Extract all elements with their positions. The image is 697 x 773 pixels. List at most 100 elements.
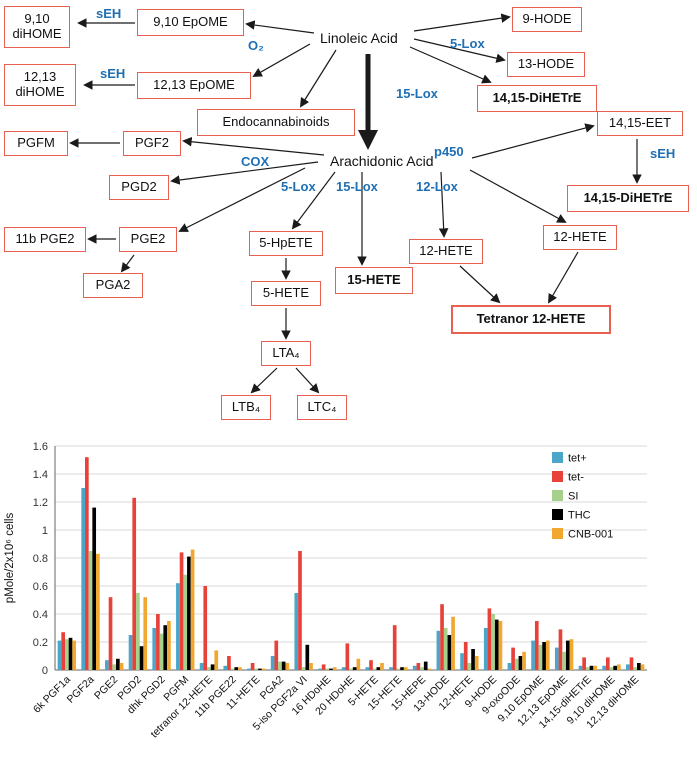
bar-tet- — [274, 640, 279, 670]
node-pge2: PGE2 — [119, 227, 177, 252]
bar-THC — [116, 658, 120, 670]
bar-SI — [88, 551, 93, 670]
bar-SI — [491, 614, 495, 670]
node-14-15-dihetre-right: 14,15-DiHETrE — [567, 185, 689, 212]
arrow — [469, 169, 567, 223]
bar-tet+ — [460, 653, 464, 670]
pathway-diagram: 9,10 diHOME 9,10 EpOME 9-HODE 13-HODE 12… — [4, 6, 689, 420]
bar-THC — [565, 640, 570, 670]
bar-tet+ — [57, 640, 62, 670]
bar-tet- — [108, 597, 113, 670]
bar-THC — [518, 656, 523, 670]
bar-THC — [163, 625, 168, 670]
arrow — [459, 265, 501, 304]
label-arachidonic-acid: Arachidonic Acid — [330, 153, 434, 169]
legend-swatch-tet+ — [552, 452, 563, 463]
bar-tet+ — [365, 667, 370, 670]
node-ltb4: LTB₄ — [221, 395, 271, 420]
node-lta4: LTA₄ — [261, 341, 311, 366]
node-tetranor-12-hete: Tetranor 12-HETE — [451, 305, 611, 334]
enzyme-seh-right: sEH — [650, 146, 676, 161]
bar-tet+ — [483, 628, 488, 670]
node-9-10-dihome: 9,10 diHOME — [4, 6, 70, 48]
bar-SI — [514, 658, 519, 670]
bar-tet+ — [436, 630, 441, 670]
bar-tet+ — [176, 583, 180, 670]
arrow — [245, 20, 315, 34]
bar-THC — [139, 646, 144, 670]
bar-tet+ — [625, 664, 630, 670]
bar-tet+ — [223, 665, 228, 670]
bar-CNB-001 — [474, 656, 479, 670]
bar-THC — [92, 507, 97, 670]
metabolite-bar-chart: 00.20.40.60.811.21.41.66k PGF1aPGF2aPGE2… — [4, 441, 647, 740]
bar-THC — [471, 649, 475, 670]
bar-THC — [210, 664, 215, 670]
bar-tet- — [605, 657, 610, 670]
bar-CNB-001 — [640, 664, 645, 670]
bar-SI — [159, 633, 164, 670]
bar-SI — [420, 667, 424, 670]
bar-SI — [562, 651, 566, 670]
node-9-hode: 9-HODE — [512, 7, 582, 32]
legend-swatch-tet- — [552, 471, 563, 482]
node-14-15-dihetre-top: 14,15-DiHETrE — [477, 85, 597, 112]
bar-tet- — [369, 660, 373, 670]
bar-chart-panel: 0 0.2 0.4 0.6 0.8 1 1.2 1.4 1.6 6k PGF1a PGF2a PGE2… — [0, 440, 697, 773]
bar-SI — [278, 661, 282, 670]
arrow — [170, 161, 319, 185]
legend-label: tet- — [568, 472, 584, 484]
bar-CNB-001 — [593, 665, 597, 670]
bar-CNB-001 — [522, 651, 526, 670]
node-5-hpete: 5-HpETE — [249, 231, 323, 256]
bar-CNB-001 — [427, 668, 432, 670]
enzyme-seh-mid: sEH — [100, 66, 126, 81]
legend-label: SI — [568, 491, 578, 503]
node-12-hete-right: 12-HETE — [543, 225, 617, 250]
bar-CNB-001 — [498, 621, 503, 670]
bar-tet+ — [578, 665, 583, 670]
arrow — [182, 136, 325, 156]
enzyme-o2: O₂ — [248, 38, 264, 53]
arrow — [295, 367, 320, 394]
bar-tet- — [511, 647, 515, 670]
node-pgf2: PGF2 — [123, 131, 181, 156]
node-11b-pge2: 11b PGE2 — [4, 227, 86, 252]
bar-SI — [538, 644, 543, 670]
y-tick-label: 0.8 — [33, 553, 48, 565]
bar-THC — [329, 668, 333, 670]
bar-tet- — [132, 497, 137, 670]
bar-tet- — [463, 642, 468, 670]
y-tick-label: 0 — [42, 665, 48, 677]
bar-tet- — [629, 657, 634, 670]
x-tick-label: PGF2a — [65, 674, 97, 706]
arrow — [413, 38, 506, 63]
bar-tet+ — [318, 668, 322, 670]
node-12-hete-mid: 12-HETE — [409, 239, 483, 264]
bar-tet- — [250, 663, 255, 670]
legend-swatch-THC — [552, 509, 563, 520]
bar-tet+ — [270, 656, 275, 670]
node-5-hete: 5-HETE — [251, 281, 321, 306]
bar-tet- — [179, 552, 184, 670]
bar-tet- — [203, 586, 208, 670]
arrow — [413, 13, 511, 32]
node-pgfm: PGFM — [4, 131, 68, 156]
bar-CNB-001 — [214, 650, 219, 670]
bar-THC — [589, 665, 594, 670]
bar-tet- — [321, 664, 326, 670]
node-endocannabinoids: Endocannabinoids — [197, 109, 355, 136]
bar-THC — [234, 667, 239, 670]
enzyme-15-lox-top: 15-Lox — [396, 86, 438, 101]
arrow — [250, 367, 278, 394]
bar-THC — [258, 668, 262, 670]
bar-SI — [633, 667, 637, 670]
bar-tet- — [298, 551, 302, 670]
bar-tet+ — [531, 640, 535, 670]
bar-SI — [372, 668, 377, 670]
bar-SI — [396, 668, 401, 670]
bar-tet+ — [294, 593, 299, 670]
arrow — [252, 43, 311, 77]
enzyme-5-lox-mid: 5-Lox — [281, 179, 316, 194]
bar-tet- — [440, 604, 444, 670]
